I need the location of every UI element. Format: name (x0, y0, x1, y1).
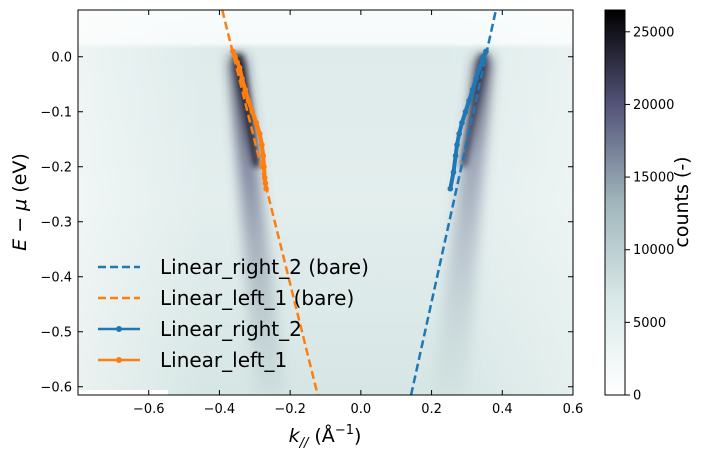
legend-label: Linear_left_1 (bare) (160, 286, 354, 310)
series-linear-left-1-line (230, 49, 269, 191)
series-linear-left-1-point (232, 53, 238, 60)
heatmap-edge-fade (78, 10, 573, 395)
y-tick-label: −0.1 (40, 105, 72, 120)
y-axis: 0.0 −0.1 −0.2 −0.3 −0.4 −0.5 −0.6 (40, 50, 573, 395)
colorbar-tick-label: 15000 (633, 171, 674, 186)
legend: Linear_right_2 (bare) Linear_left_1 (bare… (98, 255, 369, 372)
series-linear-right-2-point (459, 119, 465, 126)
colorbar-tick-label: 20000 (633, 98, 674, 113)
series-linear-left-1-point (245, 97, 252, 104)
series-linear-left-1-point (261, 163, 267, 170)
x-tick-label: −0.2 (274, 402, 306, 417)
x-axis-label: k// (Å−1) (289, 423, 362, 451)
series-linear-left-1-point (249, 108, 256, 115)
colorbar-tick-label: 10000 (633, 243, 674, 258)
colorbar-tick-label: 25000 (633, 25, 674, 40)
series-linear-right-2-point (476, 64, 483, 71)
plot-frame (77, 9, 574, 396)
series-linear-left-1-point (239, 75, 245, 82)
colorbar-gradient (604, 9, 626, 396)
colorbar-tick-label: 0 (633, 389, 641, 404)
x-tick-label: 0.6 (563, 402, 584, 417)
series-linear-left-1-point (230, 48, 236, 55)
series-linear-left-1-point (256, 130, 263, 137)
x-tick-label: 0.0 (351, 402, 372, 417)
series-linear-right-2-point (447, 185, 454, 192)
y-axis-label: E − μ (eV) (9, 153, 31, 251)
series-linear-left-1-point (260, 152, 267, 159)
legend-label: Linear_left_1 (160, 348, 287, 372)
series-linear-right-2-point (483, 48, 489, 55)
colorbar-label: counts (-) (671, 156, 693, 247)
y-tick-label: −0.4 (40, 270, 72, 285)
series-linear-right-2-point (466, 97, 472, 104)
x-tick-label: −0.6 (133, 402, 165, 417)
series-linear-right-2-point (454, 141, 460, 148)
y-tick-label: 0.0 (51, 50, 72, 65)
series-linear-right-2-point (450, 169, 457, 176)
x-axis: −0.6 −0.4 −0.2 0.0 0.2 0.4 0.6 (133, 10, 583, 417)
series-linear-right-2-point (480, 53, 486, 60)
x-tick-label: 0.4 (492, 402, 513, 417)
colorbar-tick-label: 5000 (633, 316, 666, 331)
legend-marker (116, 357, 122, 363)
heatmap-bottom-artifact (78, 390, 168, 395)
x-tick-label: −0.4 (204, 402, 236, 417)
series-linear-left-1-point (263, 185, 269, 192)
series-linear-right-2-point (462, 108, 469, 115)
legend-label: Linear_right_2 (160, 317, 302, 341)
series-linear-left-1-point (262, 180, 269, 187)
series-linear-left-1-point (253, 119, 259, 126)
y-tick-label: −0.3 (40, 215, 72, 230)
heatmap-band-right (431, 56, 492, 395)
legend-label: Linear_right_2 (bare) (160, 255, 369, 279)
series-linear-right-2-point (452, 152, 459, 159)
series-linear-right-2-point (469, 86, 476, 93)
legend-marker (116, 326, 122, 332)
heatmap (78, 10, 573, 395)
series-linear-left-1-point (236, 64, 243, 71)
y-tick-label: −0.5 (40, 325, 72, 340)
colorbar: 0 5000 10000 15000 20000 25000 (604, 9, 674, 404)
x-tick-label: 0.2 (421, 402, 442, 417)
series-linear-left-1-bare-line (221, 10, 319, 395)
y-tick-label: −0.6 (40, 380, 72, 395)
series-linear-right-2-point (456, 130, 462, 137)
series-linear-left-1-point (234, 59, 240, 66)
series-linear-right-2-bare-line (409, 10, 498, 395)
series-linear-left-1-point (261, 174, 268, 181)
heatmap-band-left (230, 56, 287, 395)
y-tick-label: −0.2 (40, 160, 72, 175)
series-linear-left-1-point (259, 141, 265, 148)
series-linear-right-2-point (473, 75, 479, 82)
series-linear-left-1-point (242, 86, 249, 93)
